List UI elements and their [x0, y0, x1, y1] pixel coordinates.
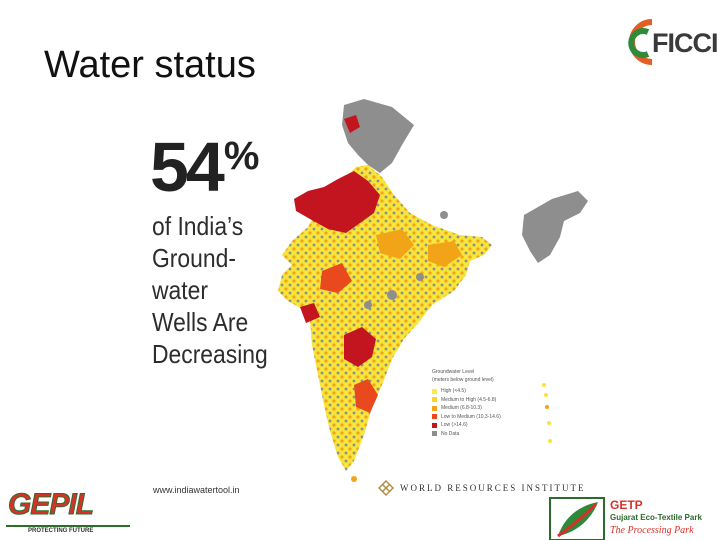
wri-credit: WORLD RESOURCES INSTITUTE [378, 480, 586, 496]
legend-item: Medium to High (4.5-6.8) [432, 396, 562, 405]
headline-percent: % [223, 134, 260, 178]
gepil-tagline: PROTECTING FUTURE [28, 528, 94, 534]
legend-label: Medium to High (4.5-6.8) [441, 396, 497, 403]
legend-swatch [432, 422, 437, 428]
getp-tagline: The Processing Park [610, 525, 694, 536]
wri-knot-icon [378, 480, 394, 496]
legend-swatch [432, 388, 437, 394]
groundwater-figure [132, 95, 602, 495]
headline-line: Decreasing [152, 339, 268, 369]
legend-label: Medium (6.8-10.3) [441, 405, 482, 412]
legend-item: No Data [432, 430, 562, 439]
ficci-logo: FICCI [622, 10, 720, 72]
getp-name: GETP [610, 498, 643, 512]
legend-item: Low to Medium (10.3-14.6) [432, 413, 562, 422]
legend-swatch [432, 397, 437, 403]
legend-label: High (<4.5) [441, 388, 466, 395]
legend-item: Medium (6.8-10.3) [432, 404, 562, 413]
headline-line: of India’s [152, 211, 244, 241]
india-groundwater-map [278, 99, 588, 482]
legend-label: Low (>14.6) [441, 422, 468, 429]
gepil-logo: GEPIL PROTECTING FUTURE [2, 488, 134, 538]
gepil-wordmark: GEPIL [7, 488, 94, 522]
gepil-underline-icon [6, 525, 130, 527]
headline-line: Wells Are [152, 307, 249, 337]
headline-line: water [152, 275, 208, 305]
legend-item: High (<4.5) [432, 387, 562, 396]
ficci-swirl-icon [628, 19, 653, 65]
legend-swatch [432, 431, 437, 437]
getp-subtitle: Gujarat Eco-Textile Park [610, 513, 702, 522]
legend-label: Low to Medium (10.3-14.6) [441, 413, 501, 420]
legend-swatch [432, 414, 437, 420]
headline-number: 54% [150, 132, 259, 202]
legend-subtitle: (meters below ground level) [432, 377, 494, 383]
legend-item: Low (>14.6) [432, 421, 562, 430]
headline-line: Ground- [152, 243, 236, 273]
slide-title: Water status [44, 44, 256, 86]
legend-label: No Data [441, 430, 460, 437]
ficci-text: FICCI [652, 28, 718, 58]
wri-text: WORLD RESOURCES INSTITUTE [400, 483, 586, 493]
map-legend: Groundwater Level (meters below ground l… [432, 368, 562, 438]
headline-number-value: 54 [150, 128, 225, 206]
legend-title: Groundwater Level [432, 369, 475, 375]
getp-logo: GETP Gujarat Eco-Textile Park The Proces… [548, 496, 720, 540]
source-url: www.indiawatertool.in [153, 485, 240, 495]
headline-text: of India’s Ground- water Wells Are Decre… [152, 210, 275, 370]
getp-leaf-icon [549, 497, 605, 540]
legend-swatch [432, 405, 437, 411]
